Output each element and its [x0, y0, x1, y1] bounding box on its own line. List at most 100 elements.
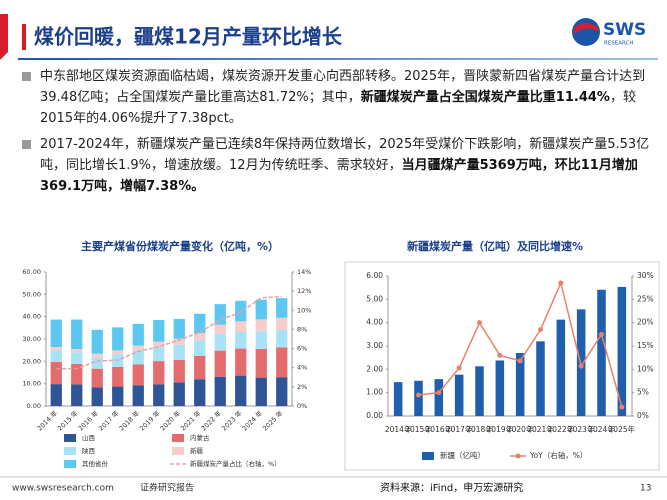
line-marker [599, 331, 604, 337]
x-tick-label: 2024 年 [240, 408, 264, 432]
line-marker [477, 320, 482, 326]
bar [194, 355, 206, 380]
y2-tick-label: 15% [637, 341, 654, 350]
legend-label: 陕西 [82, 446, 96, 455]
legend-label: YoY（右轴，%） [529, 450, 587, 460]
legend-swatch [64, 447, 76, 455]
legend-label: 内蒙古 [190, 433, 210, 442]
slide-title: 煤价回暖，疆煤12月产量环比增长 [34, 25, 343, 49]
bar [194, 333, 206, 341]
bar [434, 379, 444, 416]
x-tick-label: 2022 年 [199, 408, 223, 432]
bar [153, 361, 165, 385]
line-marker [538, 327, 543, 333]
x-tick-label: 2015 年 [55, 408, 79, 432]
y2-tick-label: 2% [297, 383, 307, 391]
line-marker [517, 358, 523, 364]
y-tick-label: 6.00 [366, 271, 383, 280]
bar [132, 364, 144, 386]
bar [276, 298, 288, 318]
bar [71, 319, 83, 350]
x-tick-label: 2018 年 [117, 408, 141, 432]
bar [71, 364, 83, 385]
x-tick-label: 2017 年 [96, 408, 120, 432]
legend-label: 其他省份 [82, 459, 109, 468]
footer-source: 资料来源：iFind，申万宏源研究 [380, 481, 523, 494]
y2-tick-label: 12% [297, 287, 311, 295]
bar [153, 347, 165, 362]
x-tick-label: 2021 年 [178, 408, 202, 432]
y2-tick-label: 30% [637, 271, 654, 280]
bar [112, 350, 124, 355]
x-tick-label: 2015年 [405, 424, 432, 434]
bar [112, 327, 124, 351]
bar [214, 333, 226, 351]
x-tick-label: 2025年 [609, 424, 636, 434]
bar [91, 368, 103, 388]
bar [276, 377, 288, 406]
legend-swatch [172, 434, 184, 442]
accent [0, 14, 8, 60]
y2-tick-label: 20% [637, 318, 654, 327]
bar [276, 330, 288, 348]
x-tick-label: 2021年 [527, 424, 554, 434]
bar [194, 379, 206, 406]
y2-tick-label: 14% [297, 268, 311, 276]
bar [50, 384, 62, 406]
bar [276, 317, 288, 331]
y-tick-label: 30.00 [22, 335, 41, 343]
bullet-list: 中东部地区煤炭资源面临枯竭，煤炭资源开发重心向西部转移。2025年，晋陕蒙新四省… [22, 66, 650, 202]
y2-tick-label: 25% [637, 294, 654, 303]
x-tick-label: 2017年 [446, 424, 473, 434]
y-tick-label: 2.00 [366, 364, 383, 373]
bar [173, 344, 185, 360]
bar [414, 380, 423, 416]
bar [235, 375, 247, 406]
y-tick-label: 60.00 [22, 268, 41, 276]
bar [255, 319, 267, 332]
y-tick-label: 5.00 [366, 294, 383, 303]
line-marker [578, 363, 584, 369]
legend-label: 新疆煤炭产量占比（右轴，%） [190, 459, 281, 468]
y-tick-label: 1.00 [366, 388, 383, 397]
line-marker [497, 352, 503, 358]
title-bar [22, 24, 26, 50]
chart-frame [344, 261, 660, 471]
x-tick-label: 2019 年 [137, 408, 161, 432]
bar [91, 357, 103, 369]
bar [235, 321, 247, 332]
line-marker [436, 390, 442, 396]
y-tick-label: 0.00 [366, 411, 383, 420]
x-tick-label: 2024年 [588, 424, 615, 434]
bar [50, 319, 62, 348]
bar [50, 350, 62, 363]
bar [91, 353, 103, 358]
bullet-text: 中东部地区煤炭资源面临枯竭，煤炭资源开发重心向西部转移。2025年，晋陕蒙新四省… [40, 69, 646, 105]
y2-tick-label: 10% [297, 306, 311, 314]
bar [495, 360, 505, 416]
bar [235, 300, 247, 322]
legend-marker [515, 453, 521, 459]
chart-title: 新疆煤炭产量（亿吨）及同比增速% [407, 239, 583, 253]
logo-swoosh [574, 23, 598, 34]
bar [71, 384, 83, 406]
y2-tick-label: 4% [297, 364, 307, 372]
bullet-text: 2017-2024年，新疆煤炭产量已连续8年保持两位数增长，2025年受煤价下跌… [40, 137, 650, 173]
line-marker [456, 365, 462, 371]
line-series [56, 295, 282, 370]
bar [536, 341, 545, 416]
y2-tick-label: 0% [637, 411, 649, 420]
bar [112, 386, 124, 406]
bullet: 2017-2024年，新疆煤炭产量已连续8年保持两位数增长，2025年受煤价下跌… [22, 134, 650, 197]
legend-swatch [64, 434, 76, 442]
bar [153, 341, 165, 348]
y2-tick-label: 10% [637, 364, 654, 373]
bar [255, 377, 267, 406]
bar [214, 324, 226, 334]
bar [173, 338, 185, 345]
chart-title: 主要产煤省份煤炭产量变化（亿吨，%） [81, 239, 279, 253]
bar [235, 348, 247, 376]
bar [214, 376, 226, 406]
